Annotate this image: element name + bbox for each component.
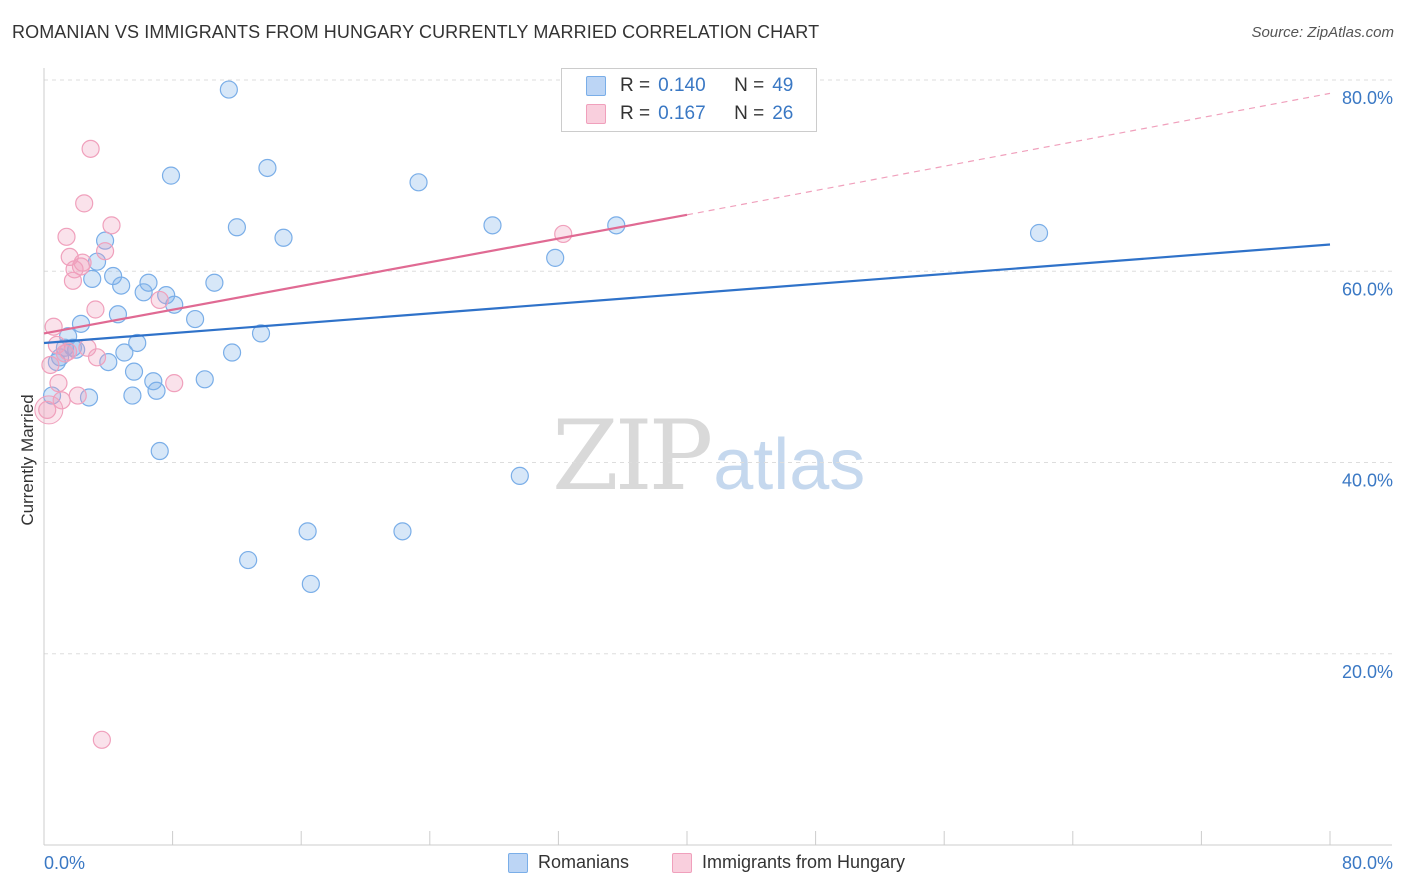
point-romanians — [139, 273, 158, 292]
trend-line-hungary — [43, 213, 688, 335]
point-romanians — [298, 522, 317, 541]
point-romanians — [483, 216, 502, 235]
point-hungary — [57, 227, 76, 246]
point-hungary — [81, 139, 100, 158]
point-hungary — [75, 194, 94, 213]
legend-row-romanians: R = 0.140 N = 49 — [586, 74, 793, 98]
x-tick-label: 0.0% — [44, 853, 85, 873]
point-hungary — [150, 290, 169, 310]
legend-swatch-hungary — [586, 104, 606, 124]
point-romanians — [99, 352, 118, 372]
y-tick-label: 80.0% — [1342, 88, 1393, 108]
point-romanians — [79, 388, 99, 407]
point-hungary — [73, 253, 92, 272]
legend-n-label: N = — [734, 103, 765, 124]
point-hungary — [87, 348, 107, 367]
legend-n-value: 49 — [772, 75, 794, 96]
point-hungary — [59, 342, 78, 361]
point-romanians — [83, 269, 102, 288]
point-hungary — [102, 216, 121, 235]
point-hungary — [68, 386, 87, 405]
point-hungary — [86, 300, 105, 319]
trend-line-romanians — [43, 243, 1331, 345]
point-romanians — [134, 283, 153, 302]
source-label: Source: ZipAtlas.com — [1251, 24, 1394, 41]
point-romanians — [546, 248, 565, 267]
bottom-legend: Romanians Immigrants from Hungary — [0, 852, 1406, 876]
point-romanians — [219, 80, 238, 99]
bottom-legend-romanians: Romanians — [508, 852, 629, 873]
point-hungary — [49, 374, 68, 393]
bottom-legend-swatch-romanians — [508, 852, 528, 873]
point-hungary — [554, 224, 573, 244]
legend-n-label: N = — [734, 75, 765, 96]
point-romanians — [393, 522, 412, 541]
point-hungary — [63, 271, 83, 290]
point-romanians — [112, 276, 131, 295]
point-romanians — [1029, 223, 1049, 243]
point-romanians — [186, 309, 205, 329]
point-romanians — [258, 158, 277, 178]
point-romanians — [144, 372, 163, 391]
point-romanians — [274, 228, 293, 247]
legend-r-value: 0.140 — [658, 75, 706, 96]
bottom-legend-swatch-hungary — [672, 852, 692, 873]
point-romanians — [95, 231, 115, 250]
point-romanians — [251, 324, 271, 343]
legend-n-value: 26 — [772, 103, 794, 124]
point-romanians — [227, 218, 246, 237]
point-hungary — [165, 374, 184, 393]
point-romanians — [301, 574, 320, 594]
point-romanians — [607, 216, 626, 235]
legend-r-value: 0.167 — [658, 103, 706, 124]
bottom-legend-label: Immigrants from Hungary — [702, 852, 906, 872]
legend: R = 0.140 N = 49 R = 0.167 N = 26 — [561, 68, 817, 132]
point-romanians — [123, 386, 142, 405]
point-romanians — [150, 441, 169, 461]
point-romanians — [409, 173, 428, 192]
legend-swatch-romanians — [586, 76, 606, 96]
point-hungary — [38, 400, 57, 420]
point-hungary — [95, 242, 115, 261]
watermark-atlas: atlas — [713, 425, 866, 505]
legend-r-label: R = — [620, 103, 651, 124]
point-romanians — [205, 273, 224, 292]
y-tick-label: 40.0% — [1342, 471, 1393, 491]
point-romanians — [222, 343, 242, 362]
y-tick-label: 20.0% — [1342, 662, 1393, 682]
y-axis-label: Currently Married — [18, 394, 37, 526]
x-tick-label: 80.0% — [1342, 853, 1393, 873]
point-romanians — [128, 333, 147, 353]
point-hungary — [92, 730, 111, 749]
point-romanians — [124, 362, 144, 381]
point-romanians — [510, 466, 529, 485]
point-romanians — [161, 166, 181, 185]
legend-r-label: R = — [620, 75, 651, 96]
point-romanians — [147, 381, 166, 400]
point-romanians — [195, 370, 214, 389]
bottom-legend-label: Romanians — [538, 852, 630, 872]
point-romanians — [71, 314, 91, 333]
watermark: ZIPatlas — [552, 400, 865, 512]
point-romanians — [239, 550, 258, 570]
y-tick-label: 60.0% — [1342, 279, 1393, 299]
point-hungary — [34, 395, 64, 425]
chart-title: ROMANIAN VS IMMIGRANTS FROM HUNGARY CURR… — [12, 22, 820, 42]
point-romanians — [115, 343, 134, 362]
point-hungary — [41, 355, 60, 375]
bottom-legend-hungary: Immigrants from Hungary — [672, 852, 905, 873]
watermark-zip: ZIP — [552, 400, 713, 512]
legend-row-hungary: R = 0.167 N = 26 — [586, 102, 793, 126]
